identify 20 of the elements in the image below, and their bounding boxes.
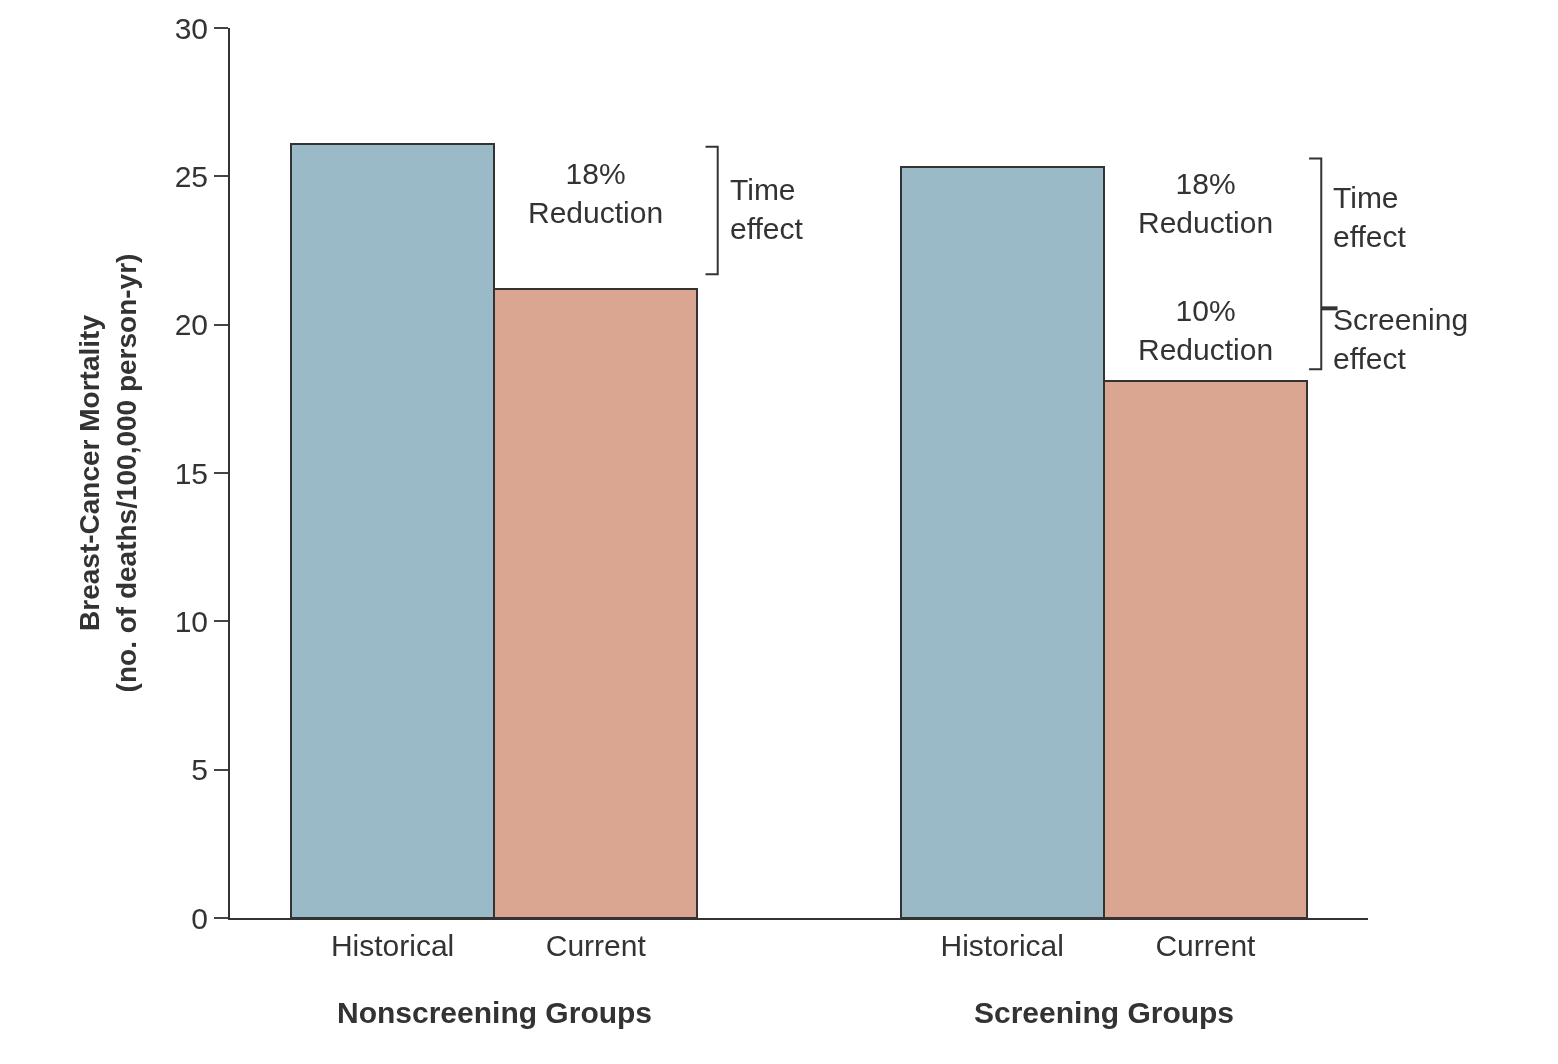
annotation: 18% Reduction [528, 157, 664, 229]
x-tick-label: Current [1155, 929, 1257, 962]
text: Nonscreening Groups [337, 996, 653, 1029]
y-tick-label: 10 [174, 604, 208, 638]
annotation: 10% Reduction [1138, 294, 1274, 366]
annotation: Time effect [1333, 181, 1407, 253]
x-tick-label: Historical [330, 929, 455, 962]
annotation: Screening effect [1333, 303, 1469, 375]
y-tick-label: 25 [174, 159, 208, 193]
y-tick-label: 15 [174, 456, 208, 490]
y-tick-label: 5 [191, 753, 208, 787]
y-tick-label: 0 [191, 901, 208, 935]
y-axis-title: Breast-Cancer Mortality (no. of deaths/100,000 person-yr) [74, 253, 142, 693]
annotation: 18% Reduction [1138, 167, 1274, 239]
x-tick-label: Current [545, 929, 647, 962]
y-tick-label: 20 [174, 308, 208, 342]
x-tick-label: Historical [940, 929, 1064, 962]
y-tick-label: 30 [174, 11, 208, 45]
text: Screening Groups [974, 996, 1235, 1029]
annotation: Time effect [730, 173, 804, 245]
